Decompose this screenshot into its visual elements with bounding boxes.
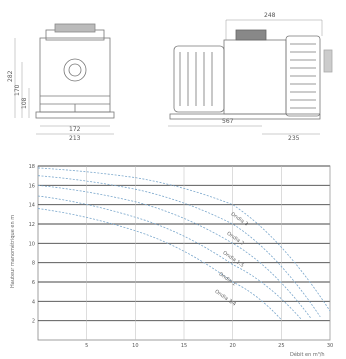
chart-curves (37, 167, 331, 320)
x-tick-label: 25 (278, 343, 284, 349)
performance-curve (37, 184, 311, 319)
x-tick-label: 5 (85, 343, 88, 349)
curve-label: Ondia 1 (218, 271, 237, 287)
x-tick-label: 15 (181, 343, 187, 349)
y-axis-label: Hauteur manométrique en m (9, 215, 16, 288)
y-tick-label: 18 (29, 164, 35, 170)
performance-curve (37, 208, 282, 320)
chart-ticks: 2 4 6 8 10 12 14 16 18 5 10 15 20 25 30 (29, 164, 334, 349)
x-tick-label: 20 (229, 343, 235, 349)
performance-curve (37, 195, 302, 320)
x-tick-label: 30 (327, 343, 333, 349)
y-tick-label: 2 (32, 319, 35, 325)
y-tick-label: 14 (29, 203, 35, 209)
performance-curve (37, 175, 321, 318)
curve-label: Ondia 3/4 (214, 289, 237, 308)
chart-grid (37, 165, 331, 341)
y-tick-label: 10 (29, 241, 35, 247)
y-tick-label: 8 (32, 261, 35, 267)
curve-label: Ondia 1.5 (222, 250, 245, 269)
y-tick-label: 16 (29, 183, 35, 189)
x-axis-label: Débit en m³/h (290, 351, 325, 358)
y-tick-label: 6 (32, 280, 35, 286)
y-tick-label: 4 (32, 299, 35, 305)
x-tick-label: 10 (132, 343, 138, 349)
y-tick-label: 12 (29, 222, 35, 228)
performance-curve (37, 167, 331, 312)
